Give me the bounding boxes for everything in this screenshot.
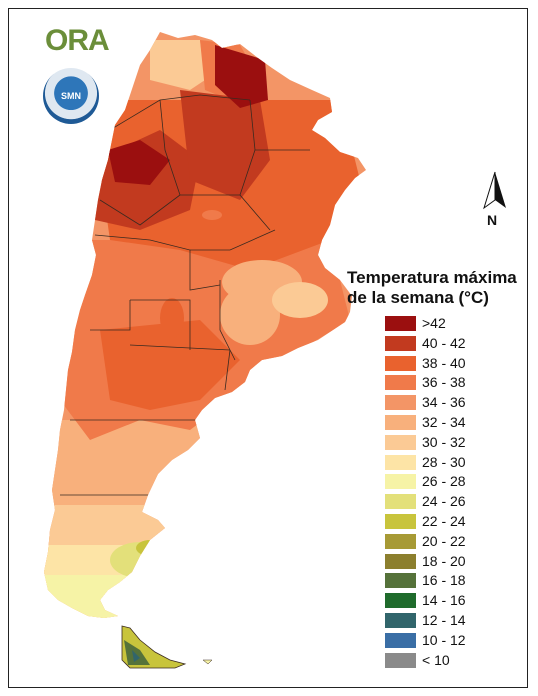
legend-swatch bbox=[385, 513, 416, 529]
north-arrow-icon bbox=[483, 171, 506, 210]
legend-swatch bbox=[385, 553, 416, 569]
legend-swatch bbox=[385, 494, 416, 510]
legend-title-line1: Temperatura máxima bbox=[347, 268, 517, 287]
north-label: N bbox=[487, 212, 498, 228]
legend-label: >42 bbox=[422, 315, 446, 331]
legend-swatch bbox=[385, 316, 416, 331]
legend-swatch bbox=[385, 335, 416, 351]
smn-seal-icon: SMN bbox=[43, 68, 99, 124]
legend-label: 28 - 30 bbox=[422, 453, 466, 470]
legend-swatch bbox=[385, 395, 416, 411]
legend-label: 20 - 22 bbox=[422, 532, 466, 549]
legend-swatch bbox=[385, 474, 416, 490]
legend-label: 14 - 16 bbox=[422, 592, 466, 609]
legend-label: 30 - 32 bbox=[422, 433, 466, 450]
legend-title-line2: de la semana (°C) bbox=[347, 288, 489, 307]
legend-swatch bbox=[385, 355, 416, 371]
province-boundaries bbox=[60, 94, 310, 496]
legend-label: 22 - 24 bbox=[422, 512, 466, 529]
legend-label: 24 - 26 bbox=[422, 493, 466, 510]
legend-swatch bbox=[385, 573, 416, 589]
legend-label: 40 - 42 bbox=[422, 334, 466, 351]
legend-label: 18 - 20 bbox=[422, 552, 466, 569]
legend-swatch bbox=[385, 533, 416, 549]
legend-label: 12 - 14 bbox=[422, 611, 466, 628]
seal-text: SMN bbox=[61, 91, 81, 101]
legend-swatch bbox=[385, 454, 416, 470]
legend-swatch bbox=[385, 414, 416, 430]
legend-swatch bbox=[385, 593, 416, 609]
legend-swatch bbox=[385, 652, 416, 668]
legend-label: 16 - 18 bbox=[422, 572, 466, 589]
legend-label: 38 - 40 bbox=[422, 354, 466, 371]
legend-label: 32 - 34 bbox=[422, 413, 466, 430]
legend-label: 36 - 38 bbox=[422, 374, 466, 391]
legend-label: 34 - 36 bbox=[422, 394, 466, 411]
legend-label: < 10 bbox=[422, 651, 450, 668]
legend-swatch bbox=[385, 434, 416, 450]
ora-logo: ORA bbox=[45, 24, 110, 57]
legend-swatch bbox=[385, 375, 416, 391]
legend-label: 10 - 12 bbox=[422, 631, 466, 648]
legend-swatch bbox=[385, 612, 416, 628]
legend-title: Temperatura máxima de la semana (°C) bbox=[347, 268, 527, 308]
legend-label: 26 - 28 bbox=[422, 473, 466, 490]
legend-swatch bbox=[385, 632, 416, 648]
tierra-del-fuego bbox=[121, 625, 213, 669]
